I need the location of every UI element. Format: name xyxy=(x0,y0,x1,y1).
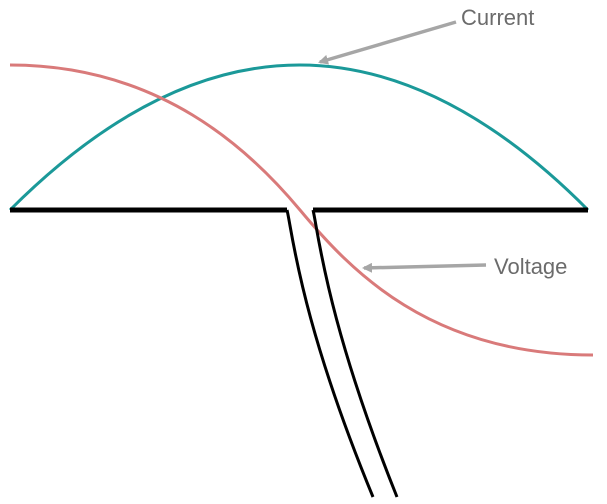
feedline-right-wire xyxy=(311,209,399,498)
voltage-curve xyxy=(9,63,594,357)
feedline-left-wire xyxy=(285,209,375,498)
current-curve xyxy=(8,63,590,212)
current-arrow xyxy=(318,20,457,65)
voltage-arrow xyxy=(362,262,487,273)
current-label: Current xyxy=(461,5,534,30)
voltage-label: Voltage xyxy=(494,254,567,279)
